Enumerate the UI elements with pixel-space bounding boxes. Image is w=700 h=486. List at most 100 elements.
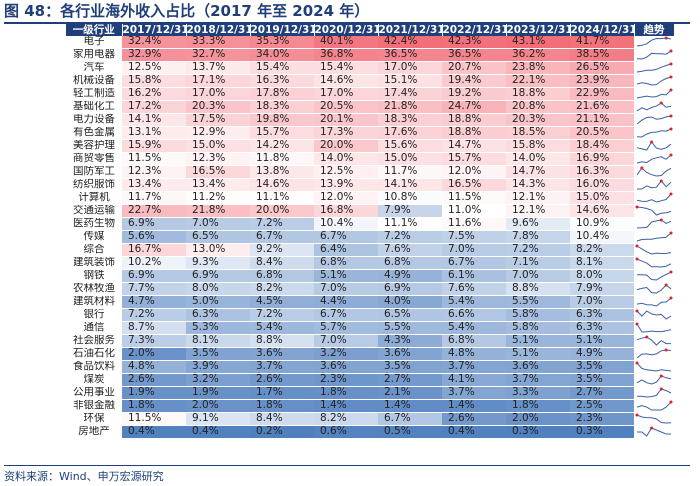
- value-cell: 6.4%: [314, 243, 378, 257]
- table-row: 通信 8.7% 5.3% 5.4% 5.7% 5.5% 5.4% 5.8% 6.3%: [66, 321, 674, 335]
- industry-name: 煤炭: [83, 373, 105, 386]
- value-cell: 5.4%: [250, 321, 314, 335]
- trend-sparkline: [636, 296, 673, 307]
- trend-line: [636, 310, 672, 320]
- value-cell: 14.6%: [314, 74, 378, 88]
- industry-name: 国防军工: [73, 165, 115, 178]
- trend-sparkline: [635, 322, 672, 333]
- table-row: 家用电器 32.9% 32.7% 34.0% 36.8% 36.5% 36.5% 36.2% 3…: [66, 48, 674, 62]
- value-cell: 3.3%: [506, 386, 570, 400]
- industry-name: 轻工制造: [73, 87, 115, 100]
- value-cell: 21.8%: [186, 204, 250, 218]
- value-cell: 6.5%: [378, 308, 442, 322]
- value-cell: 17.2%: [122, 100, 186, 114]
- value-cell: 7.0%: [570, 295, 634, 309]
- trend-line: [636, 206, 672, 216]
- trend-line: [636, 50, 672, 60]
- column-header: 2021/12/31: [378, 24, 443, 36]
- value-cell: 7.2%: [250, 308, 314, 322]
- value-cell: 43.1%: [506, 36, 570, 49]
- value-cell: 12.3%: [122, 165, 186, 179]
- table-row: 石油石化 2.0% 3.5% 3.6% 3.2% 3.6% 4.8% 5.1% 4.9%: [66, 347, 674, 361]
- value-cell: 4.1%: [442, 373, 506, 387]
- value-cell: 8.2%: [570, 243, 634, 257]
- trend-peak-marker: [669, 153, 673, 157]
- trend-peak-marker: [669, 88, 673, 92]
- trend-sparkline-cell: [634, 179, 674, 192]
- trend-line: [636, 245, 672, 255]
- value-cell: 17.6%: [378, 126, 442, 140]
- value-cell: 42.3%: [442, 36, 506, 49]
- value-cell: 12.1%: [506, 191, 570, 205]
- value-cell: 12.0%: [314, 191, 378, 205]
- value-cell: 0.4%: [122, 425, 186, 439]
- value-cell: 1.9%: [186, 386, 250, 400]
- value-cell: 1.7%: [250, 386, 314, 400]
- value-cell: 7.5%: [442, 230, 506, 244]
- value-cell: 6.9%: [122, 269, 186, 283]
- value-cell: 1.8%: [314, 386, 378, 400]
- value-cell: 6.9%: [378, 282, 442, 296]
- industry-name: 电力设备: [73, 113, 115, 126]
- value-cell: 0.4%: [186, 425, 250, 439]
- value-cell: 10.4%: [570, 230, 634, 244]
- trend-sparkline: [636, 283, 672, 294]
- value-cell: 6.8%: [442, 334, 506, 348]
- value-cell: 17.0%: [378, 61, 442, 75]
- value-cell: 3.7%: [442, 360, 506, 374]
- trend-sparkline-cell: [634, 49, 674, 62]
- value-cell: 15.6%: [378, 139, 442, 153]
- trend-line: [636, 414, 672, 424]
- trend-peak-marker: [669, 231, 673, 235]
- value-cell: 5.5%: [378, 321, 442, 335]
- value-cell: 14.1%: [122, 113, 186, 127]
- table-row: 钢铁 6.9% 6.9% 6.8% 5.1% 4.9% 6.1% 7.0% 8.0%: [66, 269, 674, 283]
- table-row: 有色金属 13.1% 12.9% 15.7% 17.3% 17.6% 18.8% 18.5% 2…: [66, 126, 674, 140]
- value-cell: 3.5%: [570, 373, 634, 387]
- trend-sparkline: [636, 75, 673, 86]
- value-cell: 8.8%: [250, 334, 314, 348]
- industry-name: 房地产: [78, 425, 110, 438]
- value-cell: 18.8%: [442, 113, 506, 127]
- trend-line: [637, 427, 671, 437]
- value-cell: 7.0%: [186, 217, 250, 231]
- value-cell: 3.6%: [378, 347, 442, 361]
- value-cell: 14.3%: [506, 178, 570, 192]
- table-row: 轻工制造 16.2% 17.0% 17.8% 17.0% 17.4% 19.2% 18.8% 2…: [66, 87, 674, 101]
- value-cell: 6.7%: [378, 412, 442, 426]
- trend-line: [636, 128, 672, 138]
- value-cell: 12.5%: [122, 61, 186, 75]
- industry-name: 农林牧渔: [73, 282, 115, 295]
- value-cell: 18.3%: [250, 100, 314, 114]
- value-cell: 2.3%: [314, 373, 378, 387]
- value-cell: 5.7%: [314, 321, 378, 335]
- industry-name: 交通运输: [73, 204, 115, 217]
- trend-peak-marker: [669, 49, 673, 53]
- trend-sparkline-cell: [634, 374, 674, 387]
- value-cell: 15.8%: [122, 74, 186, 88]
- value-cell: 20.5%: [570, 126, 634, 140]
- value-cell: 15.0%: [186, 139, 250, 153]
- trend-line: [636, 401, 672, 411]
- value-cell: 7.2%: [378, 230, 442, 244]
- trend-line: [636, 115, 672, 125]
- value-cell: 15.0%: [378, 152, 442, 166]
- value-cell: 20.8%: [506, 100, 570, 114]
- value-cell: 6.9%: [122, 217, 186, 231]
- industry-name: 综合: [83, 243, 105, 256]
- industry-name: 银行: [83, 308, 105, 321]
- value-cell: 13.4%: [122, 178, 186, 192]
- table-row: 美容护理 15.9% 15.0% 14.2% 20.0% 15.6% 14.7% 15.8% 1…: [66, 139, 674, 153]
- column-header: 2022/12/31: [442, 24, 507, 36]
- value-cell: 4.5%: [250, 295, 314, 309]
- value-cell: 8.7%: [122, 321, 186, 335]
- value-cell: 7.0%: [442, 243, 506, 257]
- trend-sparkline-cell: [634, 270, 674, 283]
- industry-name: 非银金融: [73, 399, 115, 412]
- trend-sparkline: [636, 49, 673, 60]
- value-cell: 15.7%: [442, 152, 506, 166]
- trend-sparkline-cell: [634, 335, 674, 348]
- value-cell: 18.8%: [506, 87, 570, 101]
- trend-sparkline-cell: [634, 166, 674, 179]
- table-row: 环保 11.5% 9.1% 8.4% 8.2% 6.7% 2.6% 2.0% 2.3%: [66, 412, 674, 426]
